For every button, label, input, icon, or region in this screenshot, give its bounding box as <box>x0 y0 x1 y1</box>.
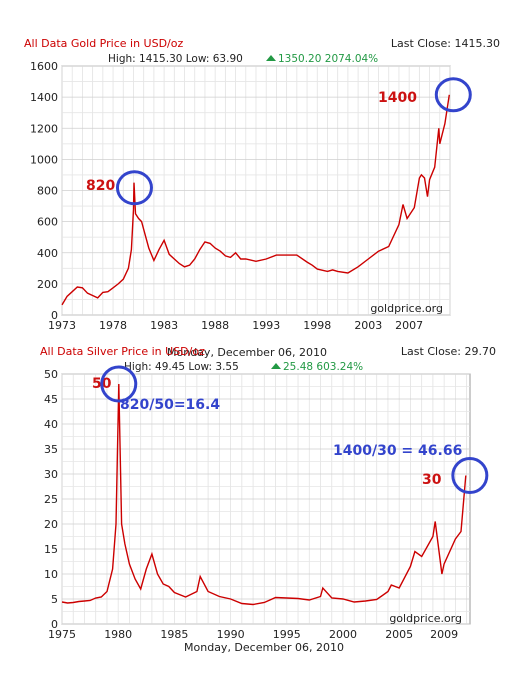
silver-y-tick-label: 45 <box>44 393 58 406</box>
gold-chart-panel: All Data Gold Price in USD/oz Last Close… <box>22 14 502 359</box>
gold-x-tick-label: 2007 <box>395 319 423 332</box>
gold-y-tick-label: 1600 <box>30 60 58 73</box>
silver-y-tick-label: 40 <box>44 418 58 431</box>
gold-x-tick-label: 1998 <box>303 319 331 332</box>
gold-y-tick-label: 800 <box>37 185 58 198</box>
silver-x-tick-label: 1980 <box>104 628 132 641</box>
silver-x-tick-label: 1975 <box>48 628 76 641</box>
gold-y-tick-label: 200 <box>37 278 58 291</box>
gold-x-tick-label: 2003 <box>354 319 382 332</box>
silver-ratio-note: 820/50=16.4 <box>120 397 220 413</box>
silver-up-arrow-icon <box>271 363 281 369</box>
silver-x-tick-label: 1990 <box>217 628 245 641</box>
gold-date-label: Monday, December 06, 2010 <box>167 346 327 359</box>
silver-x-tick-label: 1995 <box>273 628 301 641</box>
silver-x-tick-label: 2005 <box>385 628 413 641</box>
silver-last-close: Last Close: 29.70 <box>401 345 496 358</box>
silver-y-tick-label: 0 <box>51 618 58 631</box>
gold-highlight-circle-1400 <box>434 77 472 113</box>
silver-y-tick-label: 5 <box>51 593 58 606</box>
gold-x-tick-label: 1983 <box>150 319 178 332</box>
silver-axes: 0 5 10 15 20 25 30 35 40 45 50 1975 1980 1985 1990 1995… <box>44 368 458 641</box>
silver-y-tick-label: 25 <box>44 493 58 506</box>
gold-y-tick-label: 600 <box>37 216 58 229</box>
silver-y-tick-label: 50 <box>44 368 58 381</box>
silver-chart: All Data Silver Price in USD/oz Last Clo… <box>40 345 496 654</box>
gold-change: 1350.20 2074.04% <box>278 53 378 65</box>
gold-x-tick-label: 1993 <box>252 319 280 332</box>
silver-price-line <box>61 383 467 606</box>
gold-y-tick-label: 1200 <box>30 122 58 135</box>
silver-highlight-circle-30 <box>451 457 489 494</box>
silver-watermark: goldprice.org <box>389 612 462 625</box>
silver-y-tick-label: 10 <box>44 568 58 581</box>
silver-high-low: High: 49.45 Low: 3.55 <box>124 361 239 373</box>
gold-x-tick-label: 1988 <box>201 319 229 332</box>
silver-x-tick-label: 2009 <box>430 628 458 641</box>
silver-annotation-30: 30 <box>422 472 442 488</box>
gold-highlight-circle-820 <box>115 170 153 206</box>
gold-high-low: High: 1415.30 Low: 63.90 <box>108 53 243 65</box>
gold-up-arrow-icon <box>266 55 276 61</box>
gold-chart-title: All Data Gold Price in USD/oz <box>24 37 183 50</box>
gold-y-tick-label: 1000 <box>30 153 58 166</box>
gold-y-tick-label: 0 <box>51 309 58 322</box>
silver-y-tick-label: 30 <box>44 468 58 481</box>
silver-change: 25.48 603.24% <box>283 361 363 373</box>
silver-gold-ratio-note: 1400/30 = 46.66 <box>333 443 462 459</box>
gold-annotation-820: 820 <box>86 178 115 194</box>
gold-chart: All Data Gold Price in USD/oz Last Close… <box>24 37 500 359</box>
silver-chart-panel: All Data Silver Price in USD/oz Last Clo… <box>22 344 502 662</box>
silver-date-label: Monday, December 06, 2010 <box>184 641 344 654</box>
silver-x-tick-label: 1985 <box>160 628 188 641</box>
silver-chart-title: All Data Silver Price in USD/oz <box>40 345 205 358</box>
silver-y-tick-label: 35 <box>44 443 58 456</box>
silver-x-tick-label: 2000 <box>329 628 357 641</box>
gold-watermark: goldprice.org <box>370 302 443 315</box>
gold-annotation-1400: 1400 <box>378 90 417 106</box>
silver-highlight-circle-50 <box>100 365 138 403</box>
gold-y-tick-label: 1400 <box>30 91 58 104</box>
gold-price-line <box>61 94 450 306</box>
silver-y-tick-label: 20 <box>44 518 58 531</box>
gold-x-tick-label: 1978 <box>99 319 127 332</box>
silver-y-tick-label: 15 <box>44 543 58 556</box>
gold-x-tick-label: 1973 <box>48 319 76 332</box>
gold-y-tick-label: 400 <box>37 247 58 260</box>
gold-axes: 0 200 400 600 800 1000 1200 1400 1600 1973 1978 198… <box>30 60 423 332</box>
gold-last-close: Last Close: 1415.30 <box>391 37 500 50</box>
